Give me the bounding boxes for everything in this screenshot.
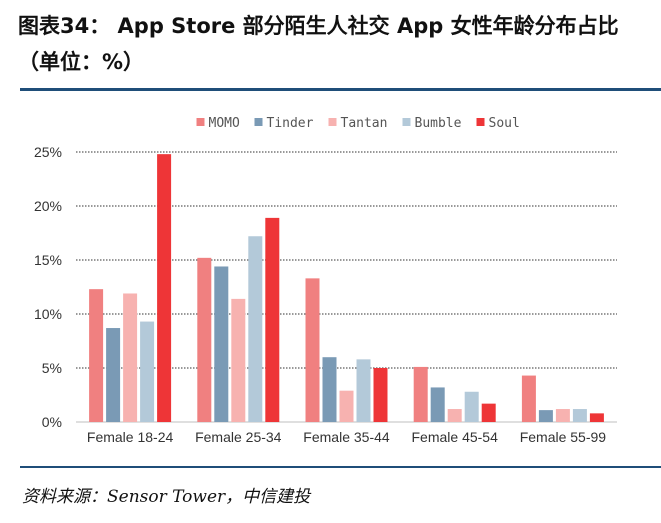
legend-swatch-tinder — [254, 118, 263, 126]
bar-tantan-5 — [555, 409, 570, 422]
x-tick-label: Female 35-44 — [303, 429, 390, 445]
bar-momo-2 — [197, 257, 212, 422]
y-tick-label: 15% — [34, 252, 62, 268]
bar-soul-3 — [373, 368, 388, 422]
bar-soul-1 — [157, 154, 172, 422]
x-tick-label: Female 55-99 — [520, 429, 607, 445]
legend-swatch-tantan — [328, 118, 337, 126]
y-tick-label: 25% — [34, 144, 62, 160]
y-tick-label: 10% — [34, 306, 62, 322]
bar-soul-4 — [481, 403, 496, 422]
legend-label-momo: MOMO — [209, 116, 240, 131]
bar-bumble-4 — [464, 391, 479, 422]
bar-tinder-4 — [430, 387, 445, 422]
bar-bumble-5 — [572, 409, 587, 422]
bar-tinder-5 — [538, 410, 553, 422]
title-divider — [20, 88, 661, 91]
bar-tinder-3 — [322, 357, 337, 422]
legend-label-tantan: Tantan — [341, 116, 388, 131]
bar-bumble-3 — [356, 359, 371, 422]
x-tick-label: Female 45-54 — [412, 429, 499, 445]
legend-label-bumble: Bumble — [415, 116, 462, 131]
bar-tinder-2 — [214, 266, 229, 422]
chart-legend: MOMO Tinder Tantan Bumble Soul — [196, 116, 520, 131]
bar-bumble-2 — [248, 236, 263, 422]
source-note: 资料来源：Sensor Tower，中信建投 — [22, 487, 311, 507]
legend-label-soul: Soul — [489, 116, 520, 131]
bar-tantan-2 — [231, 298, 246, 422]
y-axis: 0% 5% 10% 15% 20% 25% — [34, 144, 62, 430]
source-divider — [20, 466, 661, 468]
legend-swatch-bumble — [402, 118, 411, 126]
chart-title: 图表34： App Store 部分陌生人社交 App 女性年龄分布占比（单位：… — [18, 14, 619, 74]
bar-soul-2 — [265, 217, 280, 422]
legend-swatch-momo — [196, 118, 205, 126]
bar-momo-1 — [89, 289, 104, 422]
x-tick-label: Female 18-24 — [87, 429, 174, 445]
bar-momo-5 — [521, 375, 536, 422]
x-tick-label: Female 25-34 — [195, 429, 282, 445]
bar-tantan-4 — [447, 409, 462, 422]
legend-label-tinder: Tinder — [267, 116, 314, 131]
bar-chart: MOMO Tinder Tantan Bumble Soul 0% 5% 10% 15% 20%… — [34, 116, 617, 445]
bar-tinder-1 — [106, 328, 121, 422]
y-tick-label: 5% — [42, 360, 62, 376]
bar-momo-4 — [413, 366, 428, 422]
bar-bumble-1 — [140, 321, 155, 422]
x-axis: Female 18-24 Female 25-34 Female 35-44 Fema… — [87, 429, 606, 445]
y-tick-label: 0% — [42, 414, 62, 430]
bar-momo-3 — [305, 278, 320, 422]
bar-tantan-1 — [123, 293, 138, 422]
legend-swatch-soul — [476, 118, 485, 126]
bar-tantan-3 — [339, 390, 354, 422]
bar-soul-5 — [589, 413, 604, 422]
chart-bars — [89, 154, 604, 422]
y-tick-label: 20% — [34, 198, 62, 214]
